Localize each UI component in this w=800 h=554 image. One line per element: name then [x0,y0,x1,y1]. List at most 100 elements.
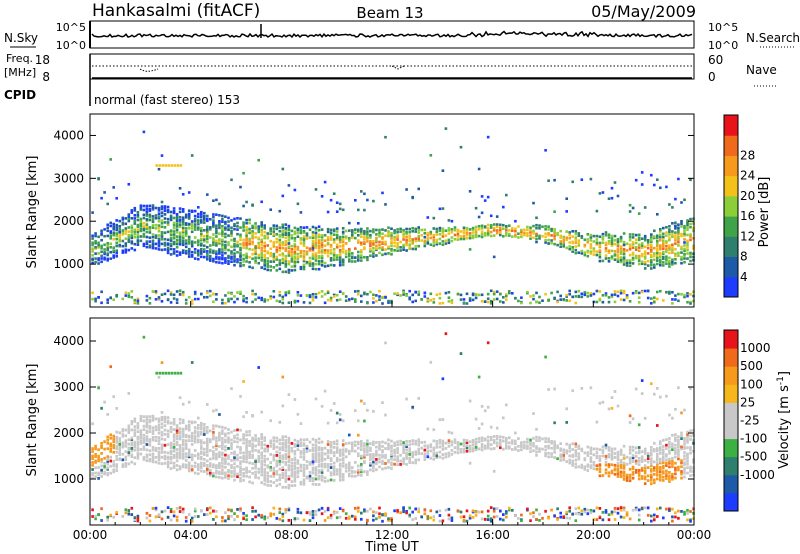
power-cell [233,245,236,248]
power-cell [272,234,276,237]
power-cell [209,294,212,298]
power-cell [396,230,399,234]
power-cell [145,207,149,211]
power-cell [646,246,650,250]
velocity-cell [154,506,158,510]
velocity-cell [589,456,593,460]
velocity-cell [121,445,125,449]
power-cell [187,247,191,251]
power-cell [586,238,590,241]
velocity-cell [369,446,372,450]
velocity-cell [100,468,103,472]
velocity-cell [474,513,478,517]
velocity-cell [245,460,248,464]
velocity-cell [296,469,300,473]
power-cell [184,249,188,253]
velocity-cell [474,440,478,444]
power-cell [662,264,665,267]
velocity-cell [532,412,535,415]
velocity-cell [405,397,408,401]
velocity-cell [275,462,279,466]
power-cell [619,252,623,255]
velocity-cell [622,472,626,475]
velocity-cell [212,430,215,434]
velocity-cell [637,451,641,455]
power-cell [438,292,442,296]
power-cell [203,221,206,224]
velocity-cell [200,430,203,434]
power-cell [178,253,182,256]
velocity-cell [650,519,653,523]
power-cell [444,234,448,237]
power-cell [118,240,121,243]
power-cell [360,235,363,238]
velocity-cell [366,450,369,453]
power-cell [631,253,635,256]
power-cell [650,255,653,259]
power-cell [565,197,568,200]
velocity-cell [438,509,442,513]
velocity-cell [172,420,176,424]
velocity-cell [683,451,686,454]
power-cell [450,239,454,243]
power-cell [299,226,303,229]
power-cell [130,217,134,220]
power-cell [221,248,224,251]
power-cell [354,231,357,235]
power-cell [118,225,121,228]
velocity-cell [366,445,369,449]
velocity-cell [290,464,294,468]
velocity-cell [447,454,451,458]
velocity-cell [281,466,285,470]
power-cell [103,256,106,260]
velocity-cell [278,462,282,466]
velocity-cell [157,426,161,430]
velocity-cell [136,435,140,439]
velocity-cell [677,440,680,444]
velocity-cell [366,439,369,443]
power-cell [674,254,677,258]
power-cell [293,260,297,264]
velocity-cell [200,441,203,445]
velocity-cell [233,450,236,454]
power-cell [574,245,578,248]
velocity-cell [215,442,218,446]
velocity-cell [242,515,245,519]
velocity-cell [646,454,650,458]
power-cell [677,177,680,181]
power-cell [338,290,342,293]
power-cell [106,257,109,261]
velocity-cell [344,466,348,470]
velocity-cell [151,429,155,433]
power-cell [366,227,369,230]
power-cell [532,201,535,205]
power-cell [628,235,632,239]
velocity-cell [197,472,200,476]
velocity-cell [251,445,254,448]
velocity-cell [351,474,354,478]
velocity-cell [344,449,348,453]
power-cell [115,251,118,255]
velocity-cell [586,463,590,467]
power-cell [245,256,248,260]
power-cell [399,227,402,231]
power-cell [284,231,288,235]
velocity-cell [172,422,176,426]
velocity-cell [260,470,263,474]
power-colorbar-frame [723,114,739,298]
power-cell [184,298,188,302]
velocity-cell [323,462,327,466]
power-cell [299,249,303,253]
velocity-cell [665,464,668,467]
power-cell [659,244,662,247]
velocity-cell [221,461,224,465]
power-cell [577,295,581,299]
power-cell [206,214,209,218]
power-cell [387,245,390,249]
power-cell [390,249,393,253]
velocity-cell [308,461,312,464]
power-cell [360,190,363,193]
velocity-cell [233,456,236,460]
velocity-cell [544,437,547,440]
velocity-cell [686,462,689,466]
